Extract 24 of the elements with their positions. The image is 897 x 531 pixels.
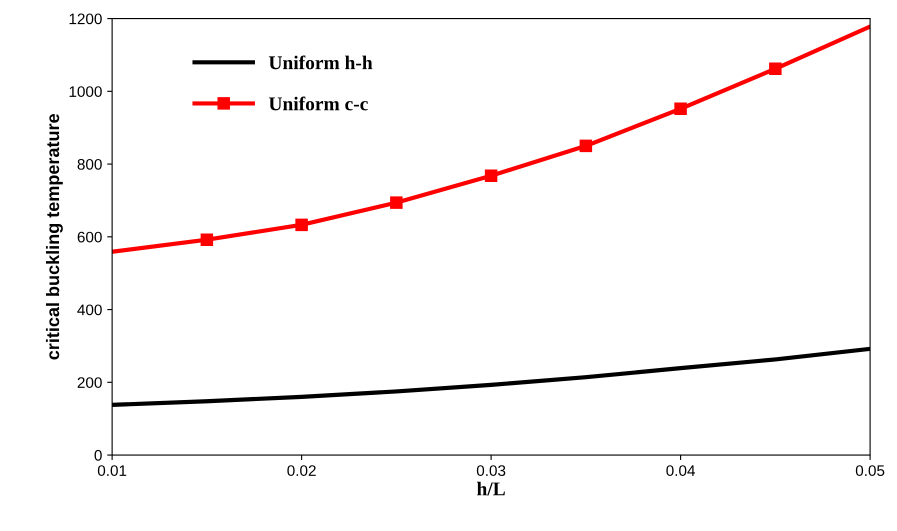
legend-label: Uniform h-h: [268, 55, 372, 70]
y-tick-label: 200: [78, 377, 102, 388]
y-tick-label: 1200: [70, 13, 102, 24]
y-tick-label: 0: [94, 450, 102, 461]
x-tick-label: 0.05: [856, 465, 884, 476]
x-tick-label: 0.02: [287, 465, 316, 476]
y-tick-label: 400: [77, 304, 102, 316]
line-series: [112, 24, 870, 254]
y-tick-label: 800: [78, 158, 102, 170]
point: [390, 196, 403, 209]
point: [674, 102, 687, 116]
point: [200, 233, 214, 246]
y-tick-label: 1000: [70, 86, 102, 98]
point: [580, 140, 592, 152]
point: [295, 218, 308, 232]
legend-label: Uniform c-c: [268, 96, 368, 110]
y-axis-title: critical buckling temperature: [46, 114, 63, 360]
y-tick-label: 600: [78, 232, 102, 243]
x-axis-title: h/L: [477, 482, 505, 496]
point: [484, 169, 498, 182]
x-tick-label: 0.03: [476, 465, 506, 476]
x-tick-label: 0.04: [666, 465, 696, 476]
point: [769, 62, 782, 76]
x-tick-label: 0.01: [98, 465, 126, 476]
